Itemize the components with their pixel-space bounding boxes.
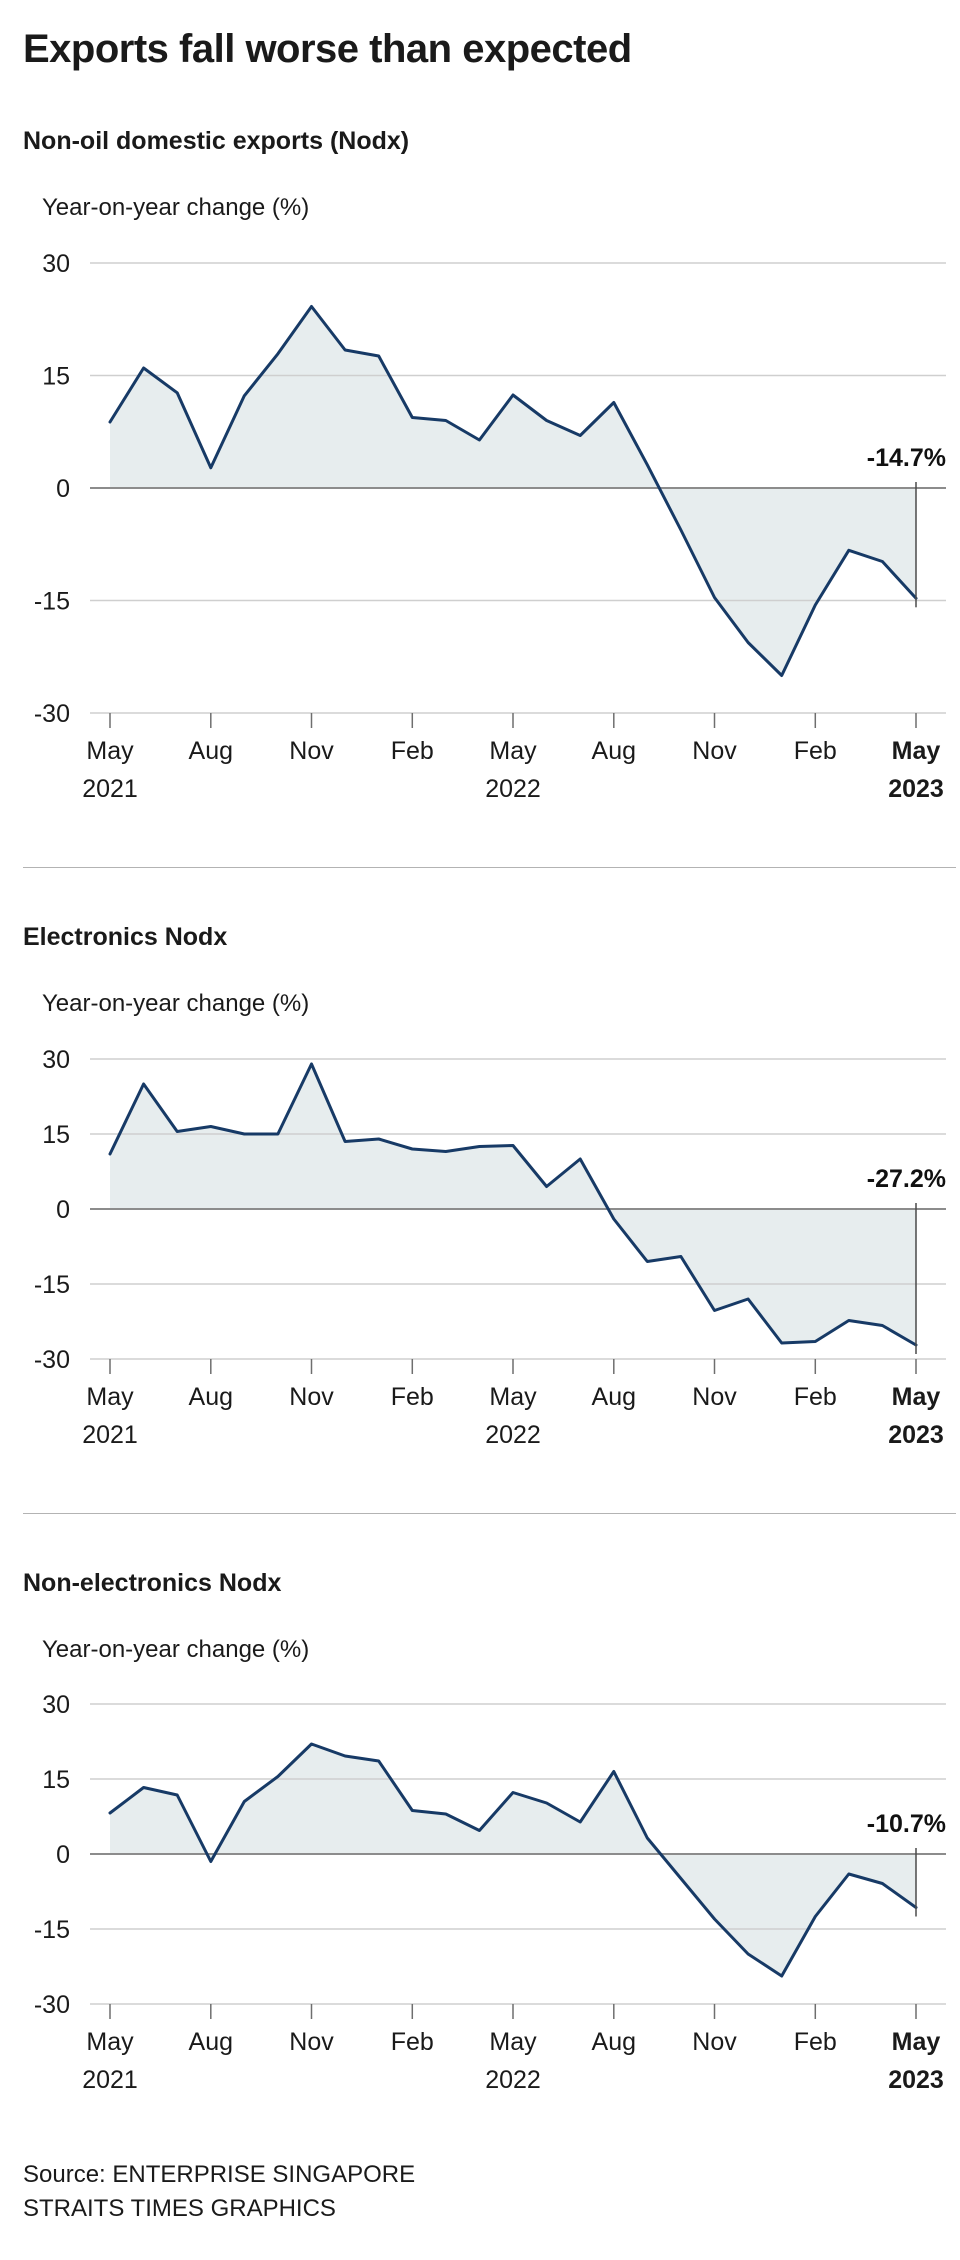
svg-text:-30: -30 [34,1991,70,2019]
electronics-line-chart: 30 15 0 -15 -30 -27.2% May 2021 Aug Nov Feb May 2022… [34,1046,946,1449]
svg-text:May: May [489,2028,537,2056]
chart-title-electronics: Electronics Nodx [23,922,228,951]
svg-text:May: May [892,737,941,765]
chart-section-electronics: Electronics Nodx Year-on-year change (%)… [0,922,960,1455]
svg-text:Feb: Feb [794,1383,837,1411]
svg-text:2022: 2022 [485,1421,541,1449]
svg-text:2021: 2021 [82,775,138,803]
non-electronics-line-chart: 30 15 0 -15 -30 -10.7% May 2021 Aug Nov Feb May 2022… [34,1691,946,2094]
svg-text:2022: 2022 [485,2066,541,2094]
svg-text:May: May [86,737,134,765]
svg-text:May: May [892,1383,941,1411]
svg-text:Nov: Nov [289,2028,334,2056]
svg-text:May: May [892,2028,941,2056]
svg-text:0: 0 [56,1841,70,1869]
svg-text:2023: 2023 [888,1421,944,1449]
y-axis-label-electronics: Year-on-year change (%) [42,989,310,1017]
svg-text:Nov: Nov [289,737,334,765]
svg-text:-14.7%: -14.7% [867,444,946,472]
svg-text:2021: 2021 [82,1421,138,1449]
svg-text:30: 30 [42,1046,70,1074]
svg-text:0: 0 [56,475,70,503]
svg-text:30: 30 [42,1691,70,1719]
y-axis-label-nodx: Year-on-year change (%) [42,194,310,221]
svg-text:Feb: Feb [794,2028,837,2056]
svg-text:Nov: Nov [692,2028,737,2056]
svg-text:-30: -30 [34,1346,70,1374]
svg-text:2023: 2023 [888,2066,944,2094]
svg-text:2022: 2022 [485,775,541,803]
svg-text:Aug: Aug [189,2028,233,2056]
svg-text:Aug: Aug [592,2028,636,2056]
svg-text:Nov: Nov [692,1383,737,1411]
svg-text:30: 30 [42,250,70,278]
svg-text:Feb: Feb [391,2028,434,2056]
svg-text:-10.7%: -10.7% [867,1810,946,1838]
svg-text:0: 0 [56,1196,70,1224]
svg-text:May: May [489,737,537,765]
chart-section-non-electronics: Non-electronics Nodx Year-on-year change… [0,1568,960,2101]
svg-text:Aug: Aug [592,737,636,765]
svg-text:May: May [86,2028,134,2056]
svg-text:-15: -15 [34,587,70,615]
svg-text:15: 15 [42,1766,70,1794]
svg-text:Feb: Feb [391,1383,434,1411]
svg-text:-30: -30 [34,700,70,728]
svg-text:15: 15 [42,1121,70,1149]
source-line: Source: ENTERPRISE SINGAPORE [23,2161,416,2189]
svg-text:2023: 2023 [888,775,944,803]
svg-text:Nov: Nov [692,737,737,765]
chart-title-non-electronics: Non-electronics Nodx [23,1568,282,1597]
svg-text:Aug: Aug [189,737,233,765]
chart-title-nodx: Non-oil domestic exports (Nodx) [23,127,410,155]
svg-text:May: May [86,1383,134,1411]
page-title: Exports fall worse than expected [23,27,632,71]
svg-text:-27.2%: -27.2% [867,1165,946,1193]
svg-text:Aug: Aug [189,1383,233,1411]
y-axis-label-non-electronics: Year-on-year change (%) [42,1635,310,1663]
source-credit: Source: ENTERPRISE SINGAPORE STRAITS TIM… [23,2158,960,2225]
section-divider [23,1512,956,1514]
svg-text:2021: 2021 [82,2066,138,2094]
graphics-credit-line: STRAITS TIMES GRAPHICS [23,2194,336,2222]
chart-section-nodx: Non-oil domestic exports (Nodx) Year-on-… [0,126,960,809]
section-divider [23,866,956,868]
svg-text:-15: -15 [34,1916,70,1944]
svg-text:15: 15 [42,362,70,390]
svg-text:Nov: Nov [289,1383,334,1411]
svg-text:Feb: Feb [391,737,434,765]
svg-text:Feb: Feb [794,737,837,765]
nodx-line-chart: 30 15 0 -15 -30 -14.7% May 2021 Aug Nov Feb May 2022… [34,250,946,803]
svg-text:May: May [489,1383,537,1411]
svg-text:Aug: Aug [592,1383,636,1411]
svg-text:-15: -15 [34,1271,70,1299]
